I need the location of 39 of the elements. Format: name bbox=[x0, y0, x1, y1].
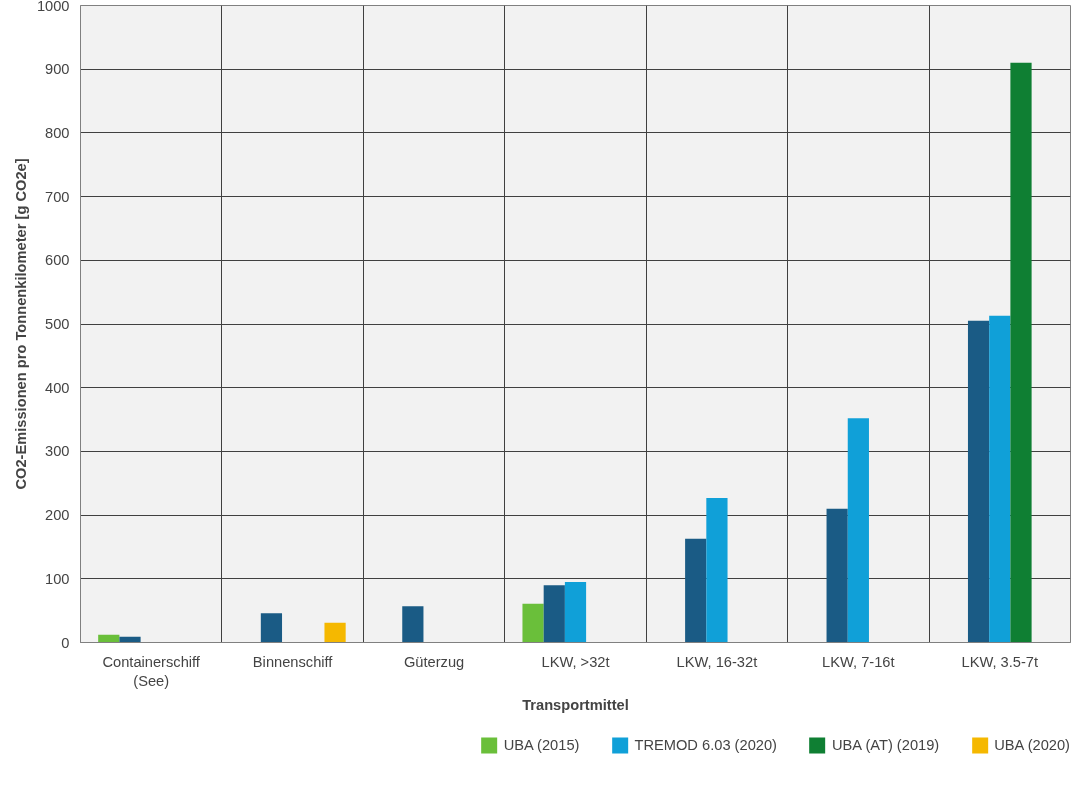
y-tick-label: 100 bbox=[45, 570, 70, 587]
y-tick-label: 700 bbox=[45, 188, 70, 205]
x-tick-label: Binnenschiff bbox=[252, 653, 334, 670]
bar bbox=[402, 606, 424, 643]
y-axis-title: CO2-Emissionen pro Tonnenkilometer [g CO2e] bbox=[12, 158, 29, 490]
bar bbox=[847, 418, 869, 643]
bar bbox=[260, 613, 283, 643]
bar bbox=[522, 603, 544, 643]
y-tick-label: 800 bbox=[45, 124, 70, 141]
bar bbox=[706, 497, 728, 643]
x-tick-label: LKW, 3.5-7t bbox=[961, 653, 1039, 670]
x-tick-label: LKW, 16-32t bbox=[676, 653, 758, 670]
bar bbox=[685, 538, 707, 643]
x-tick-label: LKW, >32t bbox=[541, 653, 610, 670]
x-tick-label: Containerschiff (See) bbox=[102, 653, 201, 689]
bar bbox=[564, 581, 587, 643]
y-tick-label: 200 bbox=[45, 507, 70, 524]
legend-label: TREMOD 6.03 (2020) bbox=[634, 737, 777, 753]
bar bbox=[119, 636, 141, 643]
bar bbox=[967, 320, 990, 643]
y-tick-label: 400 bbox=[45, 379, 70, 396]
legend-label: UBA (2020) bbox=[994, 737, 1070, 753]
x-axis-title: Transportmittel bbox=[522, 696, 629, 713]
bar bbox=[1010, 62, 1032, 643]
bar bbox=[324, 622, 346, 643]
x-tick-label: LKW, 7-16t bbox=[822, 653, 895, 670]
y-tick-label: 500 bbox=[45, 316, 70, 332]
bar bbox=[989, 315, 1011, 643]
y-tick-label: 300 bbox=[45, 443, 70, 460]
legend-label: UBA (2015) bbox=[503, 737, 580, 753]
y-tick-label: 600 bbox=[45, 252, 70, 269]
bar bbox=[543, 585, 565, 643]
legend-label: UBA (AT) (2019) bbox=[831, 737, 940, 753]
bar bbox=[98, 634, 120, 643]
bar bbox=[826, 508, 848, 643]
x-tick-label: Güterzug bbox=[403, 653, 465, 670]
y-tick-label: 0 bbox=[61, 634, 70, 651]
y-tick-label: 900 bbox=[45, 61, 70, 78]
y-tick-label: 1000 bbox=[36, 0, 70, 14]
